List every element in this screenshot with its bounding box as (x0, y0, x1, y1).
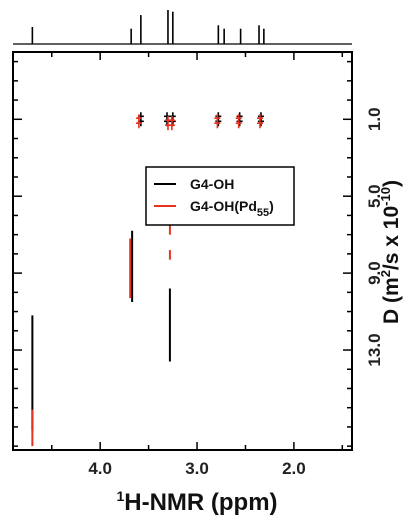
y-tick-label-5: 5.0 (365, 184, 384, 208)
y-axis-title: D (m2/s x 10-10) (378, 180, 403, 324)
y-tick-label-13: 13.0 (365, 333, 384, 366)
data-point (256, 114, 263, 129)
top-1h-spectrum (13, 10, 352, 45)
axis-ticks (13, 52, 352, 450)
x-tick-label-2: 2.0 (282, 459, 306, 478)
x-tick-label-4: 4.0 (88, 459, 112, 478)
data-marks (31, 112, 264, 447)
legend-label-g4-oh: G4-OH (190, 176, 234, 192)
y-tick-label-1: 1.0 (365, 107, 384, 131)
y-tick-label-9: 9.0 (365, 261, 384, 285)
data-point (169, 112, 176, 127)
x-tick-label-3: 3.0 (185, 459, 209, 478)
legend-label-g4-oh-pd55: G4-OH(Pd55) (190, 198, 274, 219)
data-point (214, 114, 221, 129)
legend-box (145, 166, 295, 226)
data-point (235, 114, 242, 129)
data-point (135, 114, 142, 129)
x-axis-title: 1H-NMR (ppm) (116, 488, 277, 516)
legend: G4-OH G4-OH(Pd55) (145, 166, 295, 226)
data-point (168, 116, 175, 131)
data-point (164, 112, 171, 127)
plot-area-frame (12, 51, 353, 451)
